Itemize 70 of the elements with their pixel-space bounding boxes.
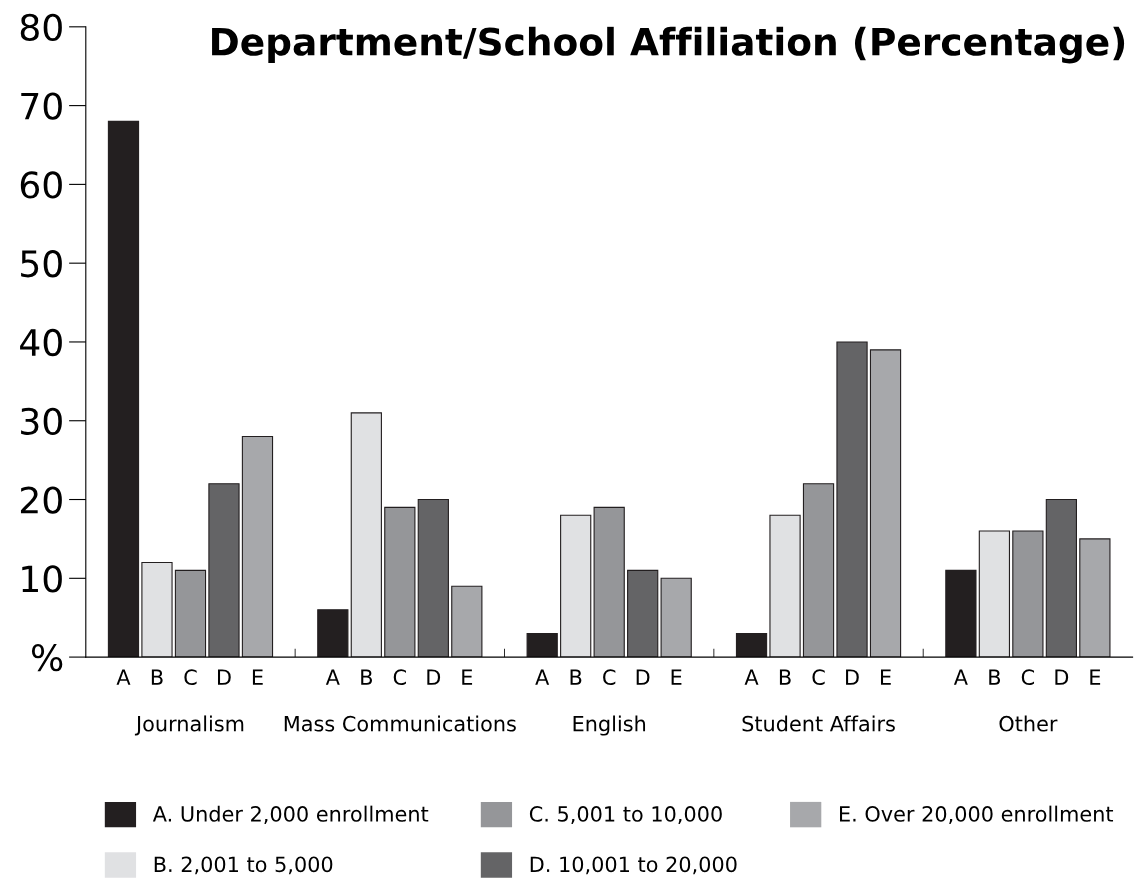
x-tick-label: Mass Communications bbox=[284, 715, 516, 732]
text: C bbox=[603, 669, 616, 686]
text: A bbox=[325, 669, 340, 685]
legend-label: E. Over 20,000 enrollment bbox=[840, 805, 1114, 824]
bar bbox=[141, 561, 173, 658]
y-tick-label: 60 bbox=[20, 171, 62, 199]
bar bbox=[978, 530, 1011, 658]
bar bbox=[317, 609, 349, 658]
bar bbox=[836, 341, 868, 658]
text: C bbox=[812, 669, 825, 686]
text: B bbox=[570, 669, 582, 685]
text: E bbox=[462, 669, 473, 685]
legend-label: A. Under 2,000 enrollment bbox=[152, 805, 429, 824]
bar bbox=[735, 632, 768, 658]
y-tick-label: 80 bbox=[20, 13, 62, 42]
bar bbox=[417, 498, 449, 658]
text: B bbox=[151, 669, 163, 685]
bar bbox=[208, 483, 240, 658]
bar bbox=[526, 632, 558, 658]
y-tick-label: 10 bbox=[22, 565, 62, 593]
y-tick-label: 50 bbox=[21, 250, 62, 278]
bar bbox=[350, 412, 382, 658]
bar bbox=[945, 569, 977, 658]
bar bbox=[1079, 538, 1111, 658]
bar bbox=[627, 569, 659, 658]
text: E bbox=[671, 669, 682, 685]
text: A bbox=[953, 669, 968, 685]
text: B bbox=[989, 669, 1001, 685]
x-tick-label: Journalism bbox=[134, 715, 244, 736]
text: D bbox=[636, 669, 650, 685]
text: E bbox=[1090, 669, 1101, 685]
text: B bbox=[779, 669, 791, 685]
y-tick-label: % bbox=[31, 644, 63, 672]
y-tick-label: 70 bbox=[21, 92, 62, 120]
y-tick-label: 20 bbox=[20, 486, 62, 514]
text: A bbox=[116, 669, 131, 685]
bar bbox=[451, 585, 483, 658]
text: A bbox=[744, 669, 759, 685]
chart-title: Department/School Affiliation (Percentage) bbox=[212, 26, 1125, 64]
x-tick-label: Student Affairs bbox=[742, 715, 895, 732]
bar bbox=[241, 435, 274, 658]
bar bbox=[869, 349, 902, 658]
bar bbox=[384, 506, 416, 658]
legend-label: B. 2,001 to 5,000 bbox=[154, 856, 333, 875]
y-tick-label: 30 bbox=[21, 407, 62, 435]
bar bbox=[1045, 498, 1078, 658]
text: C bbox=[1021, 669, 1035, 686]
bar bbox=[660, 577, 692, 658]
text: D bbox=[427, 669, 441, 685]
text: D bbox=[846, 669, 859, 685]
text: A bbox=[535, 669, 550, 685]
legend-label: D. 10,001 to 20,000 bbox=[530, 856, 737, 875]
bar bbox=[560, 514, 592, 658]
bar bbox=[1012, 530, 1044, 658]
text: D bbox=[1055, 669, 1069, 685]
text: D bbox=[218, 669, 231, 685]
text: E bbox=[880, 669, 891, 685]
bar bbox=[593, 506, 625, 658]
x-tick-label: English bbox=[573, 715, 646, 736]
legend-label: C. 5,001 to 10,000 bbox=[529, 806, 722, 824]
text: C bbox=[393, 669, 406, 686]
text: E bbox=[252, 669, 263, 685]
y-tick-label: 40 bbox=[20, 328, 62, 357]
x-tick-label: Other bbox=[999, 715, 1058, 732]
text: C bbox=[184, 669, 197, 686]
bar bbox=[802, 483, 835, 658]
bar bbox=[174, 569, 207, 658]
bar bbox=[107, 120, 140, 658]
bar bbox=[769, 514, 801, 658]
text: B bbox=[361, 669, 372, 685]
